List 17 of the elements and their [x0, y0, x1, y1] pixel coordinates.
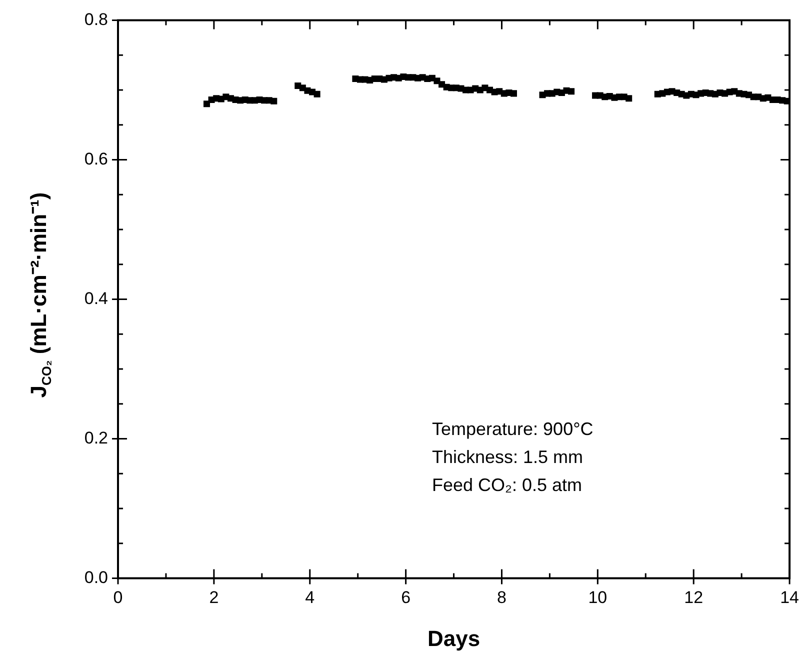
- y-tick-label: 0.0: [84, 568, 108, 587]
- x-tick-label: 0: [113, 588, 123, 608]
- x-tick-label: 10: [588, 588, 608, 608]
- x-tick-label: 8: [497, 588, 506, 608]
- x-tick-label: 2: [209, 588, 219, 608]
- x-axis-title: Days: [427, 626, 480, 651]
- annotation: Temperature: 900°C: [432, 418, 594, 441]
- y-tick-label: 0.8: [84, 10, 108, 29]
- x-tick-label: 4: [305, 588, 315, 608]
- x-tick-label: 6: [401, 588, 411, 608]
- x-tick-label: 14: [780, 588, 800, 608]
- annotation: Feed CO₂: 0.5 atm: [432, 474, 584, 497]
- y-tick-label: 0.2: [84, 428, 108, 448]
- y-tick-label: 0.4: [84, 288, 108, 308]
- y-tick-label: 0.6: [84, 149, 108, 168]
- x-tick-label: 12: [684, 588, 704, 608]
- annotation: Thickness: 1.5 mm: [432, 446, 584, 469]
